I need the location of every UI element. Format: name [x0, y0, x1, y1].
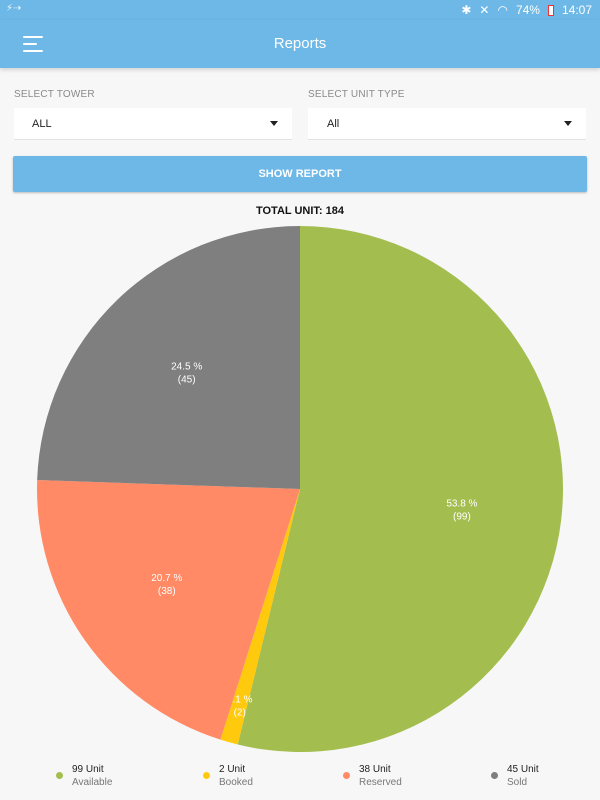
- pie-slice-booked: [220, 489, 300, 745]
- show-report-button[interactable]: SHOW REPORT: [13, 156, 587, 192]
- pie-slice-sold: [37, 226, 301, 489]
- legend-name: Sold: [507, 777, 528, 788]
- battery-icon: [547, 4, 554, 16]
- wifi-icon: ◠: [497, 3, 508, 17]
- clock: 14:07: [561, 3, 592, 17]
- pie-slice-reserved: [37, 480, 300, 740]
- dropdown-arrow-icon: [270, 121, 278, 126]
- hamburger-menu-icon[interactable]: [23, 36, 43, 52]
- pie-count-label: (99): [453, 511, 471, 522]
- legend-name: Booked: [219, 777, 253, 788]
- pie-percent-label: 1.1 %: [227, 694, 253, 705]
- legend-value: 99 Unit: [72, 764, 104, 775]
- page-title: Reports: [273, 35, 327, 52]
- legend-name: Reserved: [359, 777, 402, 788]
- select-tower-value: ALL: [32, 118, 52, 130]
- status-bar: ⚡⇢ ✱ ✕ ◠ 74% 14:07: [0, 0, 600, 20]
- select-unit-type-label: SELECT UNIT TYPE: [308, 89, 405, 100]
- total-unit-label: TOTAL UNIT: 184: [255, 205, 345, 217]
- legend-value: 2 Unit: [219, 764, 246, 775]
- legend-dot: [491, 772, 498, 779]
- legend-value: 38 Unit: [359, 764, 391, 775]
- pie-percent-label: 53.8 %: [446, 498, 477, 509]
- mute-icon: ✕: [479, 3, 490, 17]
- chart-legend: 99 Unit Available 2 Unit Booked 38 Unit …: [0, 764, 600, 794]
- select-tower-dropdown[interactable]: ALL: [14, 108, 292, 140]
- select-tower-label: SELECT TOWER: [14, 89, 95, 100]
- bluetooth-icon: ✱: [461, 3, 472, 17]
- pie-count-label: (38): [158, 586, 176, 597]
- app-bar: Reports: [0, 20, 600, 68]
- pie-count-label: (2): [234, 707, 246, 718]
- pie-percent-label: 20.7 %: [151, 573, 182, 584]
- legend-dot: [56, 772, 63, 779]
- pie-percent-label: 24.5 %: [171, 362, 202, 373]
- select-unit-type-dropdown[interactable]: All: [308, 108, 586, 140]
- status-left-icons: ⚡⇢: [6, 3, 22, 14]
- dropdown-arrow-icon: [564, 121, 572, 126]
- select-unit-type-value: All: [327, 118, 340, 130]
- legend-dot: [343, 772, 350, 779]
- legend-dot: [203, 772, 210, 779]
- status-right: ✱ ✕ ◠ 74% 14:07: [461, 3, 592, 17]
- legend-name: Available: [72, 777, 113, 788]
- pie-count-label: (45): [178, 375, 196, 386]
- pie-slice-available: [237, 226, 563, 752]
- legend-value: 45 Unit: [507, 764, 539, 775]
- battery-percent: 74%: [515, 3, 540, 17]
